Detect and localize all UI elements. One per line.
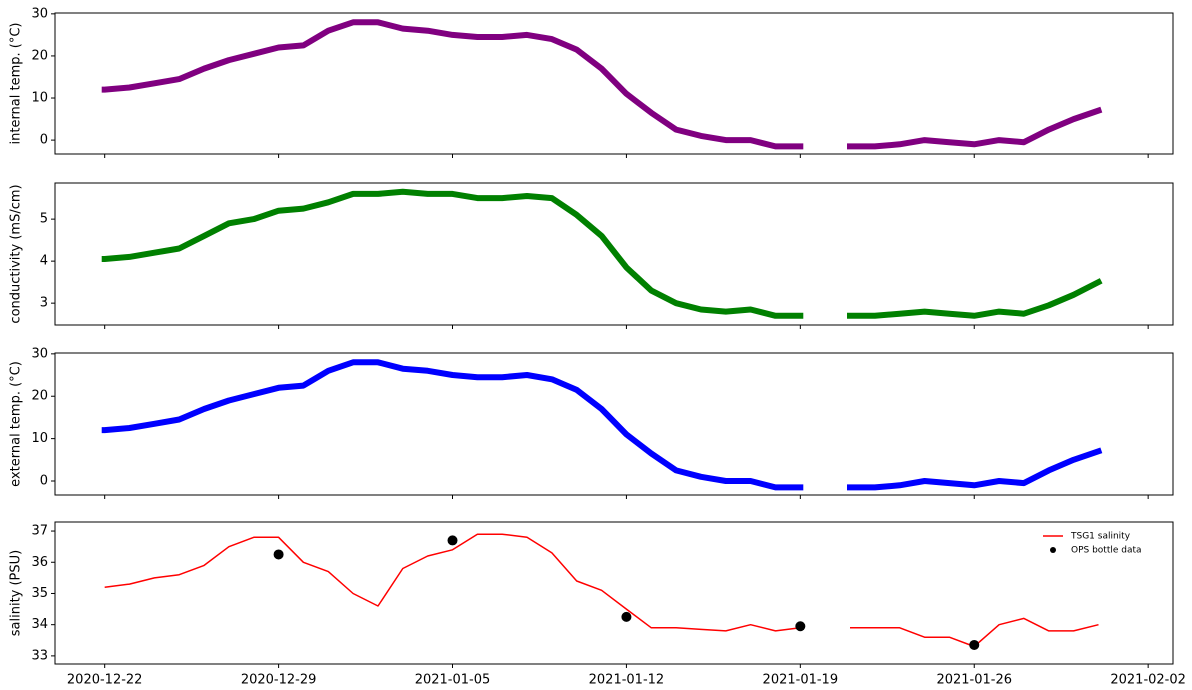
panel: 0 10 20 30 internal temp. (°C)	[9, 6, 1174, 158]
y-tick-label: 4	[40, 254, 48, 269]
y-axis-label: salinity (PSU)	[9, 550, 24, 637]
y-tick-label: 20	[31, 48, 48, 63]
y-tick-label: 20	[31, 389, 48, 404]
x-tick-label: 2021-01-19	[763, 673, 839, 688]
panel: 3 4 5 conductivity (mS/cm)	[9, 182, 1174, 329]
legend-label: TSG1 salinity	[1070, 532, 1131, 542]
panel: 33 34 35 36 37 2020-12-22 2020-12-29 2021-01-05…	[9, 521, 1186, 688]
data-line	[103, 533, 1099, 648]
x-tick-label: 2021-01-05	[415, 673, 491, 688]
y-tick-label: 0	[40, 133, 48, 148]
data-point	[621, 611, 632, 622]
y-tick-label: 30	[31, 6, 48, 21]
y-tick-label: 36	[31, 555, 48, 570]
data-point	[795, 621, 806, 632]
y-tick-label: 30	[31, 346, 48, 361]
y-axis-label: internal temp. (°C)	[9, 22, 24, 144]
data-point	[273, 549, 284, 560]
plot-frame	[54, 352, 1174, 496]
x-tick-label: 2021-01-12	[589, 673, 665, 688]
data-point	[447, 535, 458, 546]
y-tick-label: 10	[31, 91, 48, 106]
y-axis-label: conductivity (mS/cm)	[9, 184, 24, 323]
legend-label: OPS bottle data	[1071, 546, 1142, 556]
data-line	[101, 359, 1103, 491]
plot-frame	[54, 182, 1174, 326]
data-line	[101, 19, 1103, 150]
data-line	[101, 188, 1103, 319]
y-tick-label: 37	[31, 524, 48, 539]
y-tick-label: 3	[40, 296, 48, 311]
x-tick-label: 2020-12-22	[67, 673, 143, 688]
y-tick-label: 10	[31, 431, 48, 446]
y-tick-label: 33	[31, 648, 48, 663]
panel: 0 10 20 30 external temp. (°C)	[9, 346, 1174, 499]
legend-marker	[1050, 547, 1056, 553]
x-tick-label: 2021-01-26	[936, 673, 1012, 688]
y-tick-label: 34	[31, 617, 48, 632]
y-axis-label: external temp. (°C)	[9, 361, 24, 487]
x-tick-label: 2020-12-29	[241, 673, 317, 688]
y-tick-label: 35	[31, 586, 48, 601]
plot-frame	[54, 12, 1174, 155]
y-tick-label: 5	[40, 212, 48, 227]
x-tick-label: 2021-02-02	[1110, 673, 1186, 688]
data-point	[969, 639, 980, 650]
y-tick-label: 0	[40, 474, 48, 489]
plot-frame	[54, 521, 1174, 665]
